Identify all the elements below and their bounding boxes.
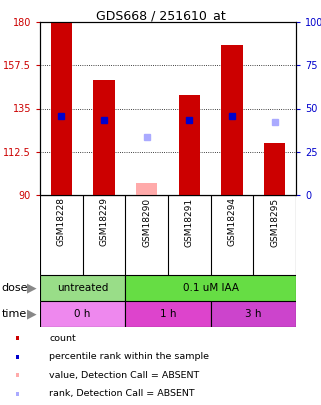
Bar: [125, 275, 296, 301]
Text: GSM18229: GSM18229: [100, 197, 108, 246]
Bar: [40, 275, 125, 301]
Text: 0 h: 0 h: [74, 309, 91, 319]
Text: rank, Detection Call = ABSENT: rank, Detection Call = ABSENT: [49, 389, 195, 398]
Bar: [136, 183, 157, 195]
Text: value, Detection Call = ABSENT: value, Detection Call = ABSENT: [49, 371, 200, 380]
Bar: [16, 373, 19, 377]
Text: percentile rank within the sample: percentile rank within the sample: [49, 352, 209, 361]
Text: ▶: ▶: [27, 281, 36, 294]
Bar: [179, 95, 200, 195]
Bar: [16, 354, 19, 359]
Bar: [221, 45, 243, 195]
Text: 1 h: 1 h: [160, 309, 176, 319]
Text: time: time: [2, 309, 27, 319]
Text: GSM18294: GSM18294: [228, 197, 237, 246]
Text: ▶: ▶: [27, 307, 36, 320]
Text: dose: dose: [2, 283, 28, 293]
Text: count: count: [49, 334, 76, 343]
Text: GSM18295: GSM18295: [270, 197, 279, 247]
Bar: [16, 336, 19, 341]
Bar: [211, 301, 296, 327]
Text: GSM18291: GSM18291: [185, 197, 194, 247]
Text: GSM18290: GSM18290: [142, 197, 151, 247]
Bar: [16, 392, 19, 396]
Text: 3 h: 3 h: [245, 309, 262, 319]
Bar: [264, 143, 285, 195]
Bar: [40, 301, 125, 327]
Text: GSM18228: GSM18228: [57, 197, 66, 246]
Bar: [125, 301, 211, 327]
Text: GDS668 / 251610_at: GDS668 / 251610_at: [96, 9, 225, 22]
Text: 0.1 uM IAA: 0.1 uM IAA: [183, 283, 239, 293]
Bar: [93, 80, 115, 195]
Text: untreated: untreated: [57, 283, 108, 293]
Bar: [51, 22, 72, 195]
